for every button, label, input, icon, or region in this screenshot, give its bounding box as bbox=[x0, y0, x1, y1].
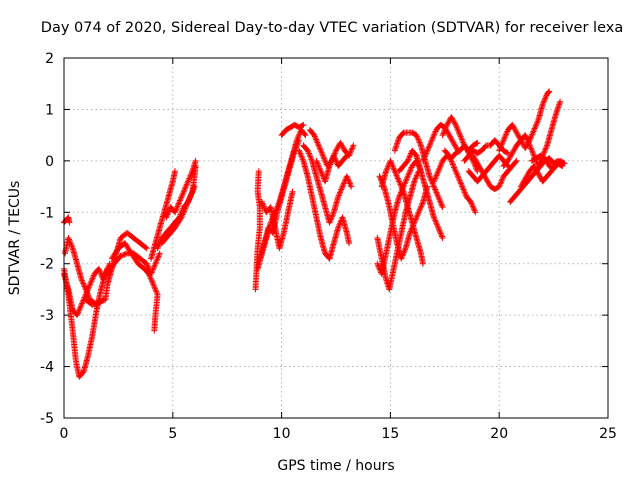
y-tick-label: -1 bbox=[40, 205, 54, 221]
data-point-markers bbox=[313, 152, 350, 185]
data-point-markers bbox=[61, 214, 73, 226]
data-point-markers bbox=[496, 88, 553, 154]
data-point-markers bbox=[252, 168, 263, 293]
x-tick-label: 10 bbox=[273, 426, 291, 442]
data-point-markers bbox=[378, 157, 426, 267]
data-series bbox=[420, 121, 461, 164]
data-point-markers bbox=[420, 121, 461, 164]
x-tick-label: 0 bbox=[60, 426, 69, 442]
y-tick-label: -4 bbox=[40, 360, 54, 376]
data-series bbox=[441, 147, 479, 216]
data-point-markers bbox=[441, 147, 479, 216]
data-series bbox=[376, 173, 431, 262]
data-series bbox=[500, 98, 564, 169]
data-point-markers bbox=[296, 147, 353, 262]
data-series bbox=[300, 142, 355, 226]
x-axis-label: GPS time / hours bbox=[277, 458, 394, 474]
data-point-markers bbox=[61, 260, 113, 380]
plot-frame bbox=[63, 57, 609, 419]
y-tick-label: -5 bbox=[40, 411, 54, 427]
y-tick-label: 1 bbox=[45, 102, 54, 118]
data-point-markers bbox=[158, 183, 198, 247]
data-series bbox=[396, 147, 446, 241]
data-series bbox=[278, 121, 307, 139]
data-series bbox=[61, 260, 113, 380]
tick-labels: 0 5 10 15 20 25 -5 -4 -3 -2 -1 0 1 2 bbox=[40, 51, 617, 442]
data-series bbox=[496, 88, 553, 154]
data-series bbox=[148, 168, 178, 262]
data-point-markers bbox=[396, 147, 446, 241]
data-series bbox=[158, 183, 198, 247]
data-series bbox=[470, 152, 520, 193]
chart-title: Day 074 of 2020, Sidereal Day-to-day VTE… bbox=[41, 20, 623, 36]
data-point-markers bbox=[278, 121, 307, 139]
data-point-markers bbox=[82, 229, 150, 308]
data-series bbox=[163, 157, 199, 221]
axis-ticks bbox=[63, 57, 609, 419]
data-series bbox=[528, 152, 566, 172]
data-series bbox=[296, 147, 353, 262]
y-tick-label: -2 bbox=[40, 257, 54, 273]
data-series bbox=[82, 229, 150, 308]
data-point-markers bbox=[439, 114, 481, 154]
data-point-markers bbox=[500, 98, 564, 169]
y-axis-label: SDTVAR / TECUs bbox=[7, 181, 23, 296]
y-tick-label: 0 bbox=[45, 154, 54, 170]
data-series bbox=[108, 240, 161, 334]
x-tick-label: 5 bbox=[168, 426, 177, 442]
data-point-markers bbox=[376, 173, 431, 262]
data-series bbox=[439, 114, 481, 154]
data-series bbox=[252, 168, 263, 293]
data-series bbox=[313, 152, 350, 185]
data-series bbox=[61, 214, 73, 226]
data-points bbox=[61, 88, 568, 380]
data-point-markers bbox=[148, 168, 178, 262]
y-tick-label: -3 bbox=[40, 308, 54, 324]
data-point-markers bbox=[528, 152, 566, 172]
data-series bbox=[378, 157, 426, 267]
data-point-markers bbox=[163, 157, 199, 221]
x-tick-label: 25 bbox=[599, 426, 617, 442]
x-tick-label: 20 bbox=[490, 426, 508, 442]
y-tick-label: 2 bbox=[45, 51, 54, 67]
data-point-markers bbox=[108, 240, 161, 334]
x-tick-label: 15 bbox=[381, 426, 399, 442]
data-point-markers bbox=[470, 152, 520, 193]
data-point-markers bbox=[300, 142, 355, 226]
data-point-markers bbox=[259, 188, 296, 252]
data-series bbox=[259, 188, 296, 252]
